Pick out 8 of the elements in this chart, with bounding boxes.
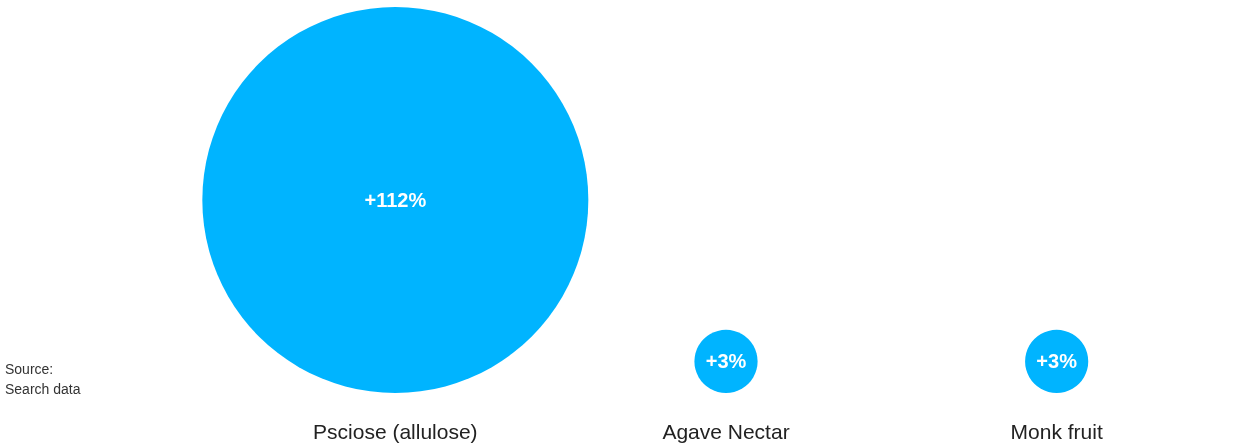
data-label: +3% [1036, 350, 1078, 373]
data-label: +112% [364, 189, 427, 211]
category-label: Monk fruit [1010, 420, 1103, 443]
category-label: Psciose (allulose) [313, 420, 478, 443]
source-note: Source: [5, 361, 54, 377]
category-label: Agave Nectar [662, 420, 790, 443]
data-label: +3% [705, 350, 747, 373]
text: Search data [5, 381, 81, 397]
